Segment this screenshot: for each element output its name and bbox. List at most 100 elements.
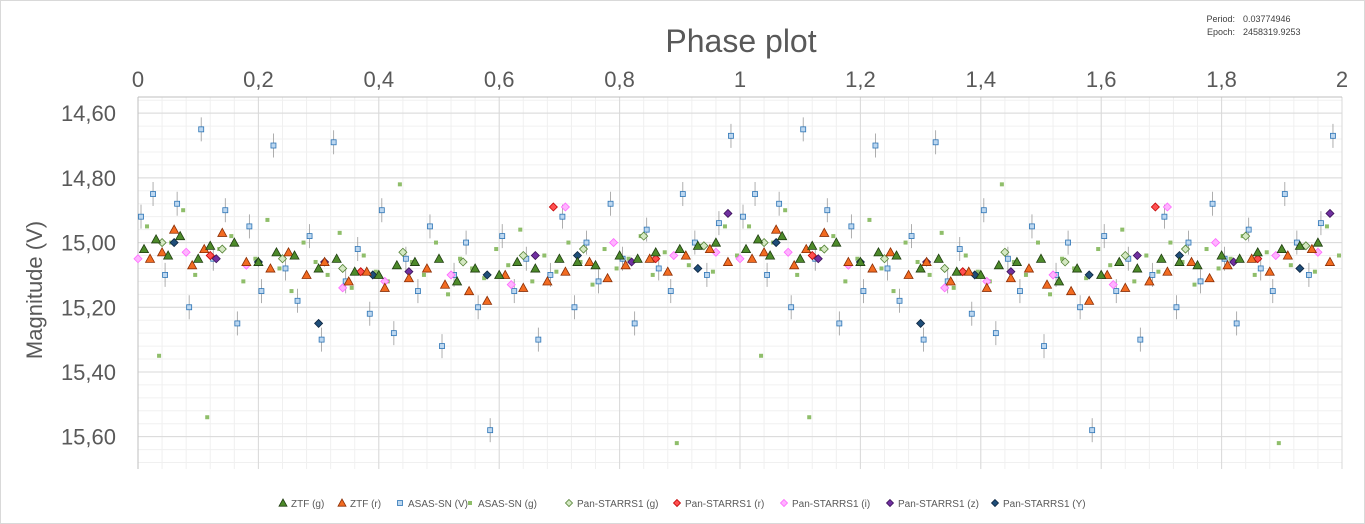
data-point (482, 276, 487, 281)
data-point (783, 247, 793, 257)
data-point (1295, 263, 1305, 274)
legend-label: Pan-STARRS1 (Y) (1003, 499, 1086, 510)
data-point (609, 237, 619, 248)
data-point (156, 246, 168, 257)
data-point (1216, 250, 1227, 260)
data-point (896, 297, 903, 304)
data-point (650, 246, 661, 257)
data-point (313, 263, 324, 273)
data-point (138, 243, 150, 254)
series-ztf-g (138, 230, 1324, 286)
data-point (932, 139, 939, 146)
data-point (873, 246, 884, 257)
y-tick-label: 15,00 (61, 231, 116, 256)
data-point (205, 240, 216, 250)
data-point (752, 191, 758, 197)
data-point (1065, 285, 1077, 296)
data-point (764, 250, 776, 260)
data-point (1120, 282, 1131, 292)
data-point (795, 253, 806, 263)
series-pan-starrs1-i (133, 202, 1323, 293)
data-point (723, 208, 733, 219)
data-point (650, 272, 655, 277)
data-point (1113, 288, 1120, 294)
data-point (361, 266, 372, 276)
data-point (289, 289, 294, 294)
y-tick-label: 14,60 (61, 101, 116, 126)
data-point (1108, 263, 1113, 268)
data-marks (133, 117, 1341, 446)
data-point (872, 142, 879, 149)
data-point (1246, 253, 1257, 263)
data-point (639, 231, 649, 241)
x-tick-label: 0,4 (364, 67, 395, 92)
legend-marker (278, 498, 288, 507)
data-point (843, 279, 848, 284)
data-point (506, 280, 516, 290)
data-point (1077, 304, 1084, 311)
data-point (836, 320, 843, 327)
data-point (770, 224, 782, 234)
data-point (246, 223, 253, 230)
data-point (1060, 257, 1070, 267)
data-point (469, 263, 481, 273)
data-point (475, 304, 482, 311)
data-point (361, 253, 366, 258)
data-point (1084, 270, 1094, 280)
data-point (734, 253, 739, 258)
legend-marker (397, 500, 403, 506)
data-point (915, 259, 920, 264)
data-point (193, 253, 204, 263)
data-point (138, 213, 144, 220)
x-tick-label: 1,4 (966, 67, 997, 92)
data-point (530, 263, 541, 273)
data-point (542, 276, 553, 286)
data-point (433, 253, 445, 263)
data-point (415, 288, 421, 294)
data-point (728, 132, 734, 139)
legend-label: Pan-STARRS1 (g) (577, 499, 659, 510)
data-point (855, 256, 866, 266)
data-point (277, 266, 282, 271)
data-point (1318, 220, 1324, 227)
data-point (746, 253, 758, 263)
data-point (506, 263, 511, 268)
data-point (843, 256, 854, 266)
epoch-info: Epoch: 2458319.9253 (1190, 27, 1301, 37)
period-value: 0.03774946 (1243, 14, 1291, 24)
data-point (999, 182, 1004, 187)
data-point (602, 247, 607, 252)
data-point (265, 217, 270, 222)
data-point (807, 250, 817, 261)
legend-label: ASAS-SN (V) (408, 499, 468, 510)
data-point (968, 310, 975, 317)
data-point (1035, 253, 1047, 263)
data-point (1162, 202, 1172, 212)
data-point (807, 240, 818, 250)
data-point (409, 256, 421, 266)
data-point (1132, 263, 1143, 273)
data-point (813, 254, 823, 264)
data-point (1004, 255, 1011, 262)
data-point (1276, 441, 1281, 446)
data-point (614, 266, 619, 271)
data-point (759, 353, 764, 358)
data-point (1252, 272, 1257, 277)
data-point (1264, 250, 1269, 255)
data-point (951, 266, 962, 276)
series-asas-sn-g (145, 182, 1341, 446)
data-point (1325, 208, 1335, 219)
legend-marker (468, 501, 472, 505)
data-point (205, 250, 215, 261)
data-point (1137, 336, 1144, 343)
data-point (181, 247, 191, 257)
data-point (1149, 272, 1156, 278)
data-point (831, 234, 836, 239)
data-point (193, 272, 198, 277)
data-point (1120, 250, 1130, 261)
data-point (1324, 256, 1336, 266)
data-point (354, 246, 361, 252)
data-point (674, 441, 679, 446)
data-point (1096, 247, 1101, 252)
data-point (578, 244, 589, 254)
